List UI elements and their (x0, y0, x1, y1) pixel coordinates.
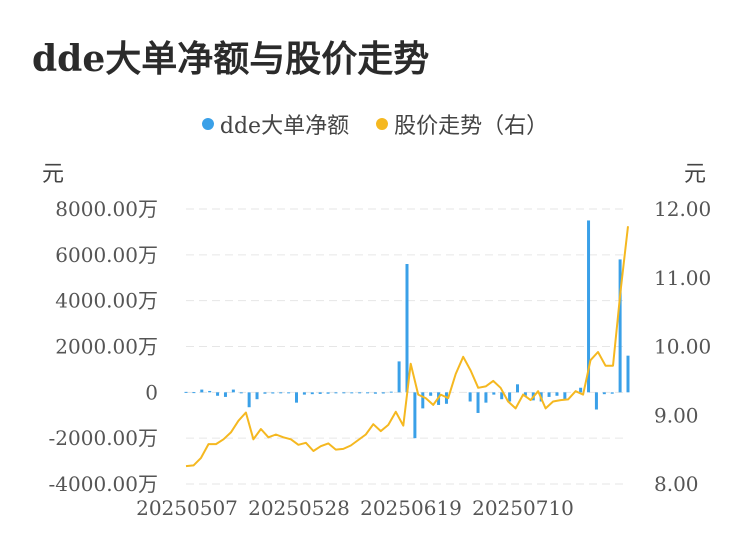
x-tick-label: 20250710 (472, 496, 574, 520)
legend-item-dde[interactable]: dde大单净额 (201, 108, 350, 140)
dde-bar (192, 392, 196, 394)
dde-bar (516, 384, 519, 393)
dde-bar (405, 264, 409, 393)
y-right-tick-label: 8.00 (654, 472, 699, 496)
y-left-tick-label: 4000.00万 (55, 289, 158, 313)
dde-bar (271, 392, 275, 394)
dde-bar (594, 392, 598, 410)
dde-bar (484, 392, 488, 403)
legend-dot-dde-icon (201, 118, 214, 130)
dde-bar (223, 392, 227, 397)
dde-bar (247, 392, 251, 408)
dde-bar (555, 392, 559, 396)
y-left-unit: 元 (42, 162, 65, 187)
legend-label-dde: dde大单净额 (219, 114, 350, 139)
dde-bar (239, 392, 243, 394)
dde-bar (476, 392, 480, 413)
legend-dot-price-icon (376, 118, 389, 130)
dde-bar (421, 392, 425, 409)
dde-bar (381, 392, 385, 394)
chart-title: dde大单净额与股价走势 (32, 38, 430, 80)
dde-bar (216, 392, 220, 396)
x-tick-label: 20250528 (248, 496, 350, 520)
dde-bar (587, 220, 591, 393)
dde-bar (468, 392, 472, 402)
y-left-tick-label: -4000.00万 (49, 472, 158, 496)
dde-bar (610, 392, 614, 394)
dde-bar (523, 392, 527, 396)
dde-bar (602, 392, 606, 395)
dde-bar (302, 392, 306, 395)
y-left-tick-label: -2000.00万 (49, 426, 158, 450)
dde-bar (500, 392, 504, 400)
dde-bar (326, 392, 330, 394)
legend-item-price[interactable]: 股价走势（右） (376, 108, 548, 140)
chart-legend: dde大单净额 股价走势（右） (0, 108, 750, 140)
x-tick-label: 20250507 (136, 496, 238, 520)
y-right-tick-label: 10.00 (654, 335, 711, 359)
legend-label-price: 股价走势（右） (394, 114, 549, 139)
dde-bar (350, 392, 354, 394)
dde-bar (287, 392, 291, 394)
dde-bar (492, 392, 496, 395)
dde-bar (200, 389, 204, 393)
dde-bar (563, 392, 567, 400)
dde-bar (318, 392, 322, 394)
y-right-unit: 元 (684, 162, 707, 187)
dde-bar (429, 392, 433, 396)
dde-bar (397, 361, 401, 393)
dde-bar (231, 389, 235, 393)
dde-bar (618, 259, 622, 393)
dde-bar (358, 392, 362, 394)
dde-bar (579, 387, 583, 393)
dde-bar (263, 392, 267, 394)
y-left-tick-label: 2000.00万 (55, 335, 158, 359)
dde-bar (342, 392, 346, 394)
y-right-tick-label: 12.00 (654, 197, 711, 221)
dde-bar (279, 392, 283, 394)
dde-bar (373, 392, 377, 394)
dde-bar (295, 392, 298, 403)
dde-bar (508, 392, 512, 402)
dde-bar (184, 391, 188, 393)
dde-bar (366, 392, 370, 394)
dde-bar (255, 392, 259, 400)
y-left-tick-label: 8000.00万 (55, 197, 158, 221)
dde-bar (413, 392, 417, 439)
y-right-tick-label: 11.00 (654, 266, 711, 290)
y-left-tick-label: 6000.00万 (55, 243, 158, 267)
dde-bar (310, 392, 314, 395)
x-tick-label: 20250619 (360, 496, 462, 520)
y-left-tick-label: 0 (145, 380, 158, 404)
dde-bar (389, 391, 393, 393)
dde-bar (208, 390, 212, 393)
y-right-tick-label: 9.00 (654, 403, 699, 427)
price-line (185, 226, 629, 468)
dde-bar (626, 355, 630, 393)
dde-bar (547, 392, 551, 397)
dde-bar (334, 392, 338, 394)
